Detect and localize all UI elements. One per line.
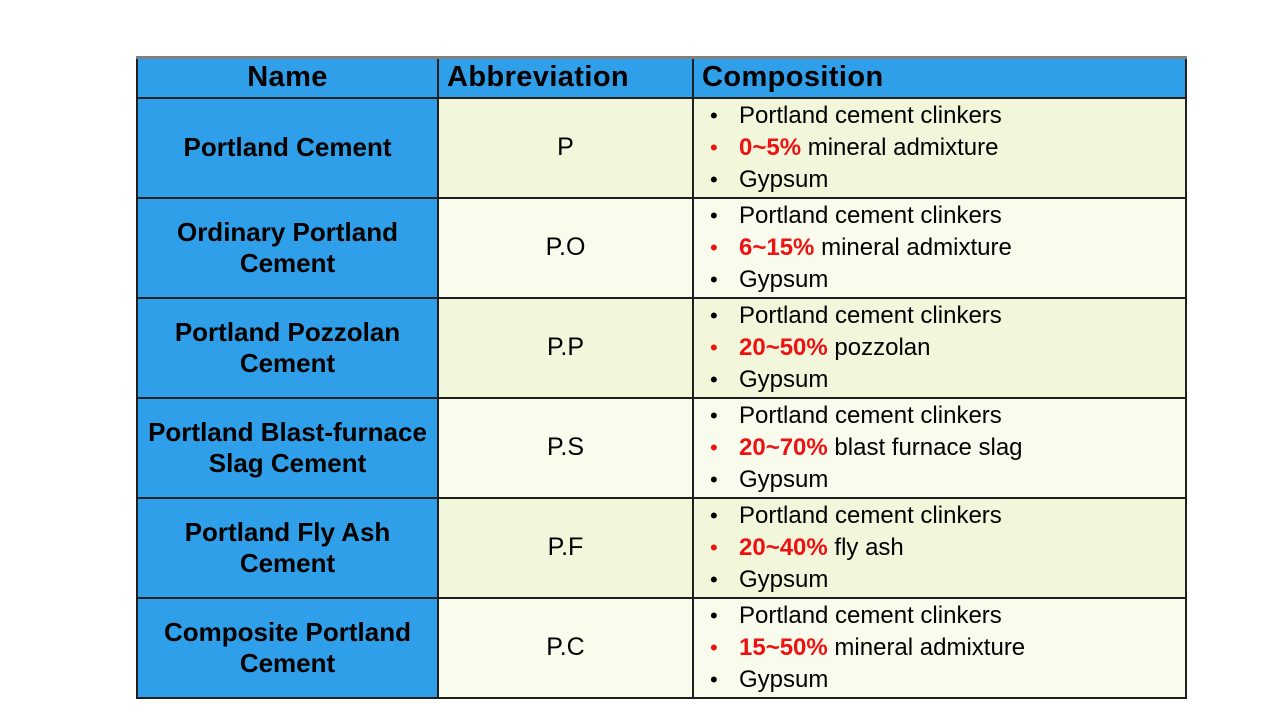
bullet-icon: •: [710, 534, 718, 560]
abbreviation-cell: P.S: [437, 396, 694, 499]
composition-item: • Gypsum: [695, 464, 1181, 496]
composition-text: Gypsum: [739, 465, 829, 493]
bullet-icon: •: [710, 234, 718, 260]
composition-text: Gypsum: [739, 165, 829, 193]
composition-item: • 15~50% mineral admixture: [695, 632, 1181, 664]
bullet-icon: •: [710, 302, 718, 328]
composition-item: • 6~15% mineral admixture: [695, 232, 1181, 264]
table-row: Ordinary Portland Cement P.O • Portland c…: [136, 196, 1187, 299]
composition-text: Gypsum: [739, 365, 829, 393]
composition-text: Portland cement clinkers: [739, 301, 1002, 329]
name-cell: Portland Blast-furnace Slag Cement: [136, 396, 439, 499]
composition-text: Portland cement clinkers: [739, 501, 1002, 529]
table-row: Composite Portland Cement P.C • Portland …: [136, 596, 1187, 699]
composition-item: • Gypsum: [695, 264, 1181, 296]
composition-text: Portland cement clinkers: [739, 401, 1002, 429]
composition-item: • Gypsum: [695, 164, 1181, 196]
bullet-icon: •: [710, 366, 718, 392]
composition-text: 6~15% mineral admixture: [739, 233, 1012, 261]
name-cell: Ordinary Portland Cement: [136, 196, 439, 299]
composition-text: Portland cement clinkers: [739, 601, 1002, 629]
composition-text: Portland cement clinkers: [739, 101, 1002, 129]
bullet-icon: •: [710, 566, 718, 592]
composition-text: 20~40% fly ash: [739, 533, 904, 561]
bullet-icon: •: [710, 602, 718, 628]
column-header-name: Name: [136, 56, 439, 99]
bullet-icon: •: [710, 166, 718, 192]
composition-cell: • Portland cement clinkers • 20~40% fly as…: [692, 496, 1187, 599]
composition-item: • 20~50% pozzolan: [695, 332, 1181, 364]
composition-cell: • Portland cement clinkers • 0~5% mineral …: [692, 96, 1187, 199]
bullet-icon: •: [710, 102, 718, 128]
table-row: Portland Blast-furnace Slag Cement P.S •…: [136, 396, 1187, 499]
header-row: Name Abbreviation Composition: [136, 56, 1187, 99]
composition-cell: • Portland cement clinkers • 20~70% blast …: [692, 396, 1187, 499]
composition-item: • 20~40% fly ash: [695, 532, 1181, 564]
column-header-composition: Composition: [692, 56, 1187, 99]
composition-text: 0~5% mineral admixture: [739, 133, 999, 161]
name-cell: Composite Portland Cement: [136, 596, 439, 699]
abbreviation-cell: P.F: [437, 496, 694, 599]
bullet-icon: •: [710, 334, 718, 360]
name-cell: Portland Fly Ash Cement: [136, 496, 439, 599]
composition-text: 20~70% blast furnace slag: [739, 433, 1023, 461]
composition-item: • Gypsum: [695, 364, 1181, 396]
cement-types-table: Name Abbreviation Composition Portland C…: [136, 56, 1187, 699]
composition-item: • Portland cement clinkers: [695, 300, 1181, 332]
composition-cell: • Portland cement clinkers • 20~50% pozzol…: [692, 296, 1187, 399]
composition-item: • Portland cement clinkers: [695, 400, 1181, 432]
composition-cell: • Portland cement clinkers • 15~50% minera…: [692, 596, 1187, 699]
bullet-icon: •: [710, 466, 718, 492]
bullet-icon: •: [710, 666, 718, 692]
composition-item: • Portland cement clinkers: [695, 200, 1181, 232]
composition-item: • 20~70% blast furnace slag: [695, 432, 1181, 464]
composition-item: • Portland cement clinkers: [695, 500, 1181, 532]
composition-item: • Gypsum: [695, 564, 1181, 596]
bullet-icon: •: [710, 502, 718, 528]
composition-item: • 0~5% mineral admixture: [695, 132, 1181, 164]
table-row: Portland Fly Ash Cement P.F • Portland ce…: [136, 496, 1187, 599]
composition-text: Gypsum: [739, 565, 829, 593]
name-cell: Portland Pozzolan Cement: [136, 296, 439, 399]
composition-text: Portland cement clinkers: [739, 201, 1002, 229]
table-header: Name Abbreviation Composition: [136, 56, 1187, 99]
bullet-icon: •: [710, 434, 718, 460]
composition-text: Gypsum: [739, 265, 829, 293]
composition-text: 20~50% pozzolan: [739, 333, 931, 361]
abbreviation-cell: P.C: [437, 596, 694, 699]
bullet-icon: •: [710, 202, 718, 228]
bullet-icon: •: [710, 634, 718, 660]
name-cell: Portland Cement: [136, 96, 439, 199]
composition-text: Gypsum: [739, 665, 829, 693]
table-row: Portland Cement P • Portland cement clink…: [136, 96, 1187, 199]
abbreviation-cell: P: [437, 96, 694, 199]
abbreviation-cell: P.P: [437, 296, 694, 399]
abbreviation-cell: P.O: [437, 196, 694, 299]
bullet-icon: •: [710, 134, 718, 160]
composition-item: • Gypsum: [695, 664, 1181, 696]
column-header-abbreviation: Abbreviation: [437, 56, 694, 99]
bullet-icon: •: [710, 266, 718, 292]
composition-text: 15~50% mineral admixture: [739, 633, 1026, 661]
table-row: Portland Pozzolan Cement P.P • Portland c…: [136, 296, 1187, 399]
composition-cell: • Portland cement clinkers • 6~15% mineral…: [692, 196, 1187, 299]
composition-item: • Portland cement clinkers: [695, 600, 1181, 632]
bullet-icon: •: [710, 402, 718, 428]
composition-item: • Portland cement clinkers: [695, 100, 1181, 132]
